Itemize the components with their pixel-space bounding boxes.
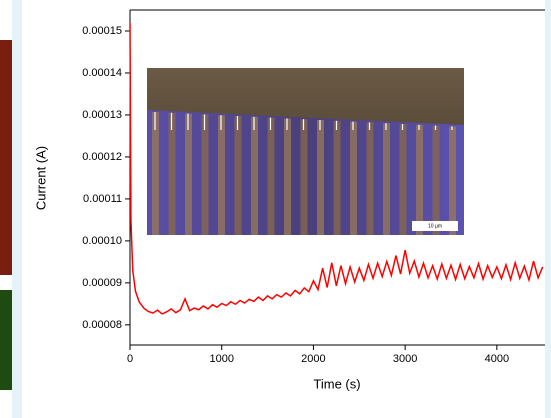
photo-stripe xyxy=(416,124,423,235)
y-tick-label: 0.00012 xyxy=(82,151,122,163)
photo-stripe xyxy=(399,124,407,235)
photo-stripe xyxy=(350,121,357,235)
photo-stripe xyxy=(185,113,192,235)
photo-stripe xyxy=(267,117,275,235)
x-tick-label: 0 xyxy=(127,353,133,365)
panel-edge xyxy=(545,0,551,418)
x-tick-label: 1000 xyxy=(209,353,233,365)
photo-stripe xyxy=(251,116,258,235)
side-image-green xyxy=(0,290,12,390)
photo-stripe xyxy=(168,112,176,235)
photo-stripe xyxy=(432,125,440,235)
photo-stripe xyxy=(201,114,209,235)
y-tick-label: 0.00010 xyxy=(82,235,122,247)
photo-stripe xyxy=(284,118,291,235)
panel-edge xyxy=(12,0,22,418)
x-tick-label: 3000 xyxy=(393,353,417,365)
photo-stripe xyxy=(383,123,390,235)
photo-stripe xyxy=(333,120,341,235)
x-axis-label: Time (s) xyxy=(313,376,360,391)
y-tick-label: 0.00009 xyxy=(82,277,122,289)
x-tick-label: 4000 xyxy=(485,353,509,365)
photo-stripe xyxy=(366,122,374,235)
photo-stripe xyxy=(234,116,242,235)
y-tick-label: 0.00015 xyxy=(82,25,122,37)
scale-label: 10 µm xyxy=(428,223,442,229)
y-tick-label: 0.00011 xyxy=(83,193,122,205)
photo-stripe xyxy=(317,120,324,235)
photo-stripe xyxy=(449,126,456,235)
y-tick-label: 0.00013 xyxy=(82,109,122,121)
photo-stripe xyxy=(300,119,308,235)
y-axis-label: Current (A) xyxy=(33,146,48,210)
y-tick-label: 0.00014 xyxy=(82,67,122,79)
data-line xyxy=(129,22,544,315)
x-tick-label: 2000 xyxy=(301,353,325,365)
side-image-red xyxy=(0,40,12,275)
inset-photo: 10 µm xyxy=(147,68,464,235)
photo-stripe xyxy=(218,115,225,235)
y-tick-label: 0.00008 xyxy=(82,319,122,331)
photo-stripe xyxy=(152,112,159,235)
